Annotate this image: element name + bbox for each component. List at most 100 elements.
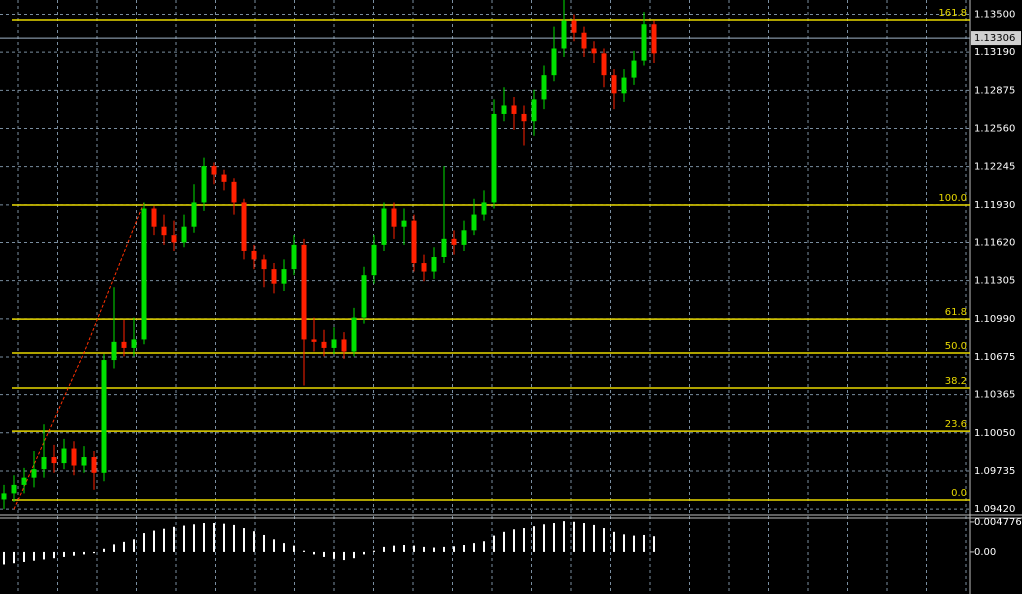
y-tick-label: 1.12560 [974,124,1015,135]
histogram-bar [593,524,595,552]
candle-body [161,226,167,236]
candle-body [121,341,127,348]
candle-body [91,457,97,473]
candle-body [271,269,277,284]
histogram-bar [353,551,355,559]
candle-body [431,257,437,272]
histogram-bar [503,531,505,552]
candle-body [441,238,447,257]
histogram-bar [193,524,195,552]
candle-body [131,339,137,348]
candle-body [571,20,577,33]
histogram-bar [123,541,125,552]
histogram-bar [253,531,255,552]
y-tick-label: 1.13500 [974,10,1015,21]
vertical-grid [17,0,967,594]
histogram-bar [553,523,555,552]
candle-body [241,202,247,251]
histogram-bar [653,536,655,552]
candle-body [381,208,387,245]
histogram-bar [393,545,395,552]
histogram-bar [623,534,625,552]
candle-body [11,484,17,494]
candle-body [301,244,307,340]
y-tick-label: 1.12245 [974,162,1015,173]
candle-body [521,113,527,122]
histogram-bar [173,526,175,552]
candle-body [41,457,47,470]
histogram-bar [243,528,245,552]
candle-body [611,75,617,94]
candle-body [531,99,537,122]
histogram-bar [103,548,105,552]
candle-body [221,174,227,182]
y-tick-label: 1.13190 [974,47,1015,58]
candle-body [171,235,177,243]
histogram-bar [63,551,65,557]
zigzag [13,202,145,510]
histogram-bar [93,551,95,554]
histogram-bar [203,523,205,552]
candle-body [331,339,337,348]
histogram-bar [633,535,635,552]
histogram-bar [43,551,45,560]
histogram-bar [53,551,55,559]
candle-body [21,477,27,485]
current-price-box [971,31,1021,46]
histogram-bar [433,547,435,552]
candle-body [111,341,117,361]
histogram-bar [383,546,385,552]
histogram-bar [13,551,15,564]
candle-body [321,341,327,348]
candle-body [651,24,657,54]
histogram-bar [563,521,565,552]
candle-body [51,457,57,464]
fib-label: 23.6 [945,419,967,430]
histogram-bar [493,535,495,552]
histogram-bar [273,539,275,552]
histogram-bar [153,530,155,552]
histogram-bar [323,551,325,557]
y-tick-label: 1.11620 [974,237,1015,248]
histogram-bar [313,551,315,555]
candle-body [261,259,267,270]
histogram-bar [583,523,585,552]
candle-body [451,238,457,245]
candle-body [61,448,67,464]
candle-body [1,493,7,500]
candle-body [151,208,157,227]
histogram-bar [513,529,515,552]
candle-body [501,105,507,114]
y-tick-label: 1.09420 [974,504,1015,515]
candle-body [371,244,377,276]
candle-body [601,53,607,76]
histogram-bar [543,524,545,552]
candle-body [581,32,587,49]
y-tick-label: 1.09735 [974,466,1015,477]
candle-body [461,230,467,245]
candle-body [341,339,347,352]
candle-body [551,48,557,76]
candle-body [31,469,37,478]
candle-body [511,105,517,114]
histogram-bar [283,543,285,552]
candle-body [471,214,477,231]
histogram-bar [573,521,575,552]
histogram-bar [473,543,475,552]
candle-body [351,317,357,352]
histogram-bar [333,551,335,559]
y-tick-label: 1.10990 [974,314,1015,325]
y-tick-label: 1.12875 [974,85,1015,96]
histogram-bar [463,545,465,552]
candle-body [251,250,257,260]
candle-body [141,208,147,340]
histogram-bar [613,531,615,552]
candle-body [231,181,237,203]
candle-body [281,269,287,284]
candle-body [391,208,397,227]
current-price-label: 1.13306 [974,33,1015,44]
histogram-bar [23,551,25,562]
histogram-bar [343,551,345,561]
